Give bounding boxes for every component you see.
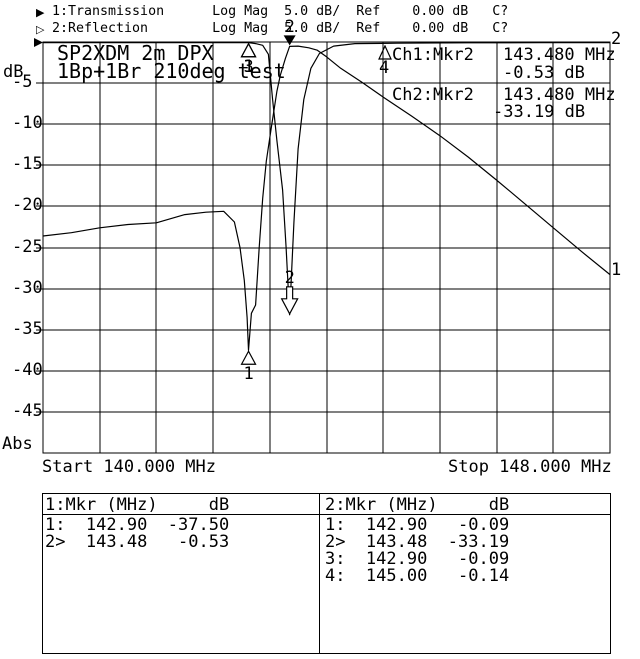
marker-table-cell-db: -0.53 — [178, 532, 230, 552]
marker-table-cell-mhz: 143.48 — [365, 532, 428, 552]
trace-2-curve — [42, 42, 610, 316]
channel-1-header: 1:Transmission Log Mag 5.0 dB/ Ref 0.00 … — [52, 4, 509, 19]
marker-table-cell-mhz: 142.90 — [365, 549, 428, 569]
y-tick-label: -15 — [12, 154, 43, 174]
ch2-marker-readout-freq: 143.480 MHz — [503, 85, 616, 105]
ch1-marker-readout-label: Ch1:Mkr2 — [392, 45, 474, 65]
channel-2-header: 2:Reflection Log Mag 5.0 dB/ Ref 0.00 dB… — [52, 21, 509, 36]
marker-table-cell-db: -0.09 — [458, 549, 510, 569]
start-frequency-label: Start 140.000 MHz — [42, 457, 216, 477]
marker-table-header-rule — [42, 514, 611, 515]
marker-table-row: 2> 143.48 -33.19 — [325, 534, 509, 551]
marker-triangle-up-icon — [240, 42, 257, 58]
marker-table-cell-db: -33.19 — [447, 532, 510, 552]
marker-table-cell-mhz: 142.90 — [85, 515, 148, 535]
channel-2-icon: ▷ — [36, 23, 45, 36]
marker-table-divider — [319, 493, 320, 654]
y-tick-label: -40 — [12, 360, 43, 380]
marker-table-cell-n: 3: — [325, 549, 346, 569]
marker-table-2-rows: 1: 142.90 -0.09 2> 143.48 -33.19 3: 142.90 -0.09… — [325, 517, 509, 585]
marker-table-cell-mhz: 145.00 — [365, 566, 428, 586]
y-tick-label: -35 — [12, 319, 43, 339]
marker-arrow-down-hollow-icon — [280, 286, 299, 316]
marker-1-trace2-label: 1 — [243, 56, 254, 77]
marker-1-trace1-label: 1 — [243, 364, 254, 385]
marker-table-row: 1: 142.90 -0.09 — [325, 517, 509, 534]
marker-table-cell-n: 1: — [325, 515, 346, 535]
delta-marker-number: 4 — [379, 58, 390, 78]
y-axis-unit-label: dB — [3, 62, 24, 82]
y-tick-label: -30 — [12, 278, 43, 298]
marker-table-row: 1: 142.90 -37.50 — [45, 517, 229, 534]
y-tick-label: -20 — [12, 195, 43, 215]
ch2-marker-readout-value: -33.19 dB — [493, 102, 586, 122]
measurement-title-line2: 1Bp+1Br 210deg test — [57, 59, 286, 83]
y-tick-label: -10 — [12, 113, 43, 133]
y-tick-label: -45 — [12, 401, 43, 421]
marker-table-cell-mhz: 143.48 — [85, 532, 148, 552]
marker-table-1-rows: 1: 142.90 -37.50 2> 143.48 -0.53 — [45, 517, 229, 551]
measurement-title-line1: SP2XDM 2m DPX — [57, 41, 214, 65]
marker-table-2-header: 2:Mkr (MHz) dB — [325, 495, 510, 515]
y-axis-abs-label: Abs — [2, 434, 33, 454]
marker-table-1-header: 1:Mkr (MHz) dB — [45, 495, 230, 515]
reference-level-icon — [34, 38, 43, 47]
marker-table-cell-db: -37.50 — [167, 515, 230, 535]
ch2-marker-readout-label: Ch2:Mkr2 — [392, 85, 474, 105]
trace-2-number-label: 2 — [611, 29, 622, 49]
delta-marker-icon — [378, 45, 392, 60]
ch1-marker-readout-freq: 143.480 MHz — [503, 45, 616, 65]
marker-arrow-down-filled-icon — [283, 35, 296, 46]
marker-table-cell-db: -0.14 — [458, 566, 510, 586]
marker-2-trace1-label: 2 — [284, 17, 295, 38]
active-channel-1-icon: ▶ — [36, 6, 45, 19]
marker-table-box — [42, 493, 611, 654]
marker-table-cell-db: -0.09 — [458, 515, 510, 535]
trace-1-number-label: 1 — [611, 260, 622, 280]
stop-frequency-label: Stop 148.000 MHz — [448, 457, 612, 477]
marker-table-cell-n: 2> — [325, 532, 346, 552]
y-tick-label: -5 — [12, 72, 33, 92]
marker-table-row: 2> 143.48 -0.53 — [45, 534, 229, 551]
marker-table-row: 3: 142.90 -0.09 — [325, 551, 509, 568]
y-tick-label: -25 — [12, 237, 43, 257]
marker-2-trace2-label: 2 — [284, 267, 295, 288]
marker-table-cell-n: 4: — [325, 566, 346, 586]
marker-table-cell-n: 1: — [45, 515, 66, 535]
marker-triangle-up-icon — [240, 349, 257, 365]
marker-table-row: 4: 145.00 -0.14 — [325, 568, 509, 585]
marker-table-cell-n: 2> — [45, 532, 66, 552]
ch1-marker-readout-value: -0.53 dB — [503, 63, 585, 83]
marker-3-trace2-label: 3 — [243, 56, 254, 77]
marker-triangle-up-icon — [240, 42, 257, 58]
marker-table-cell-mhz: 142.90 — [365, 515, 428, 535]
